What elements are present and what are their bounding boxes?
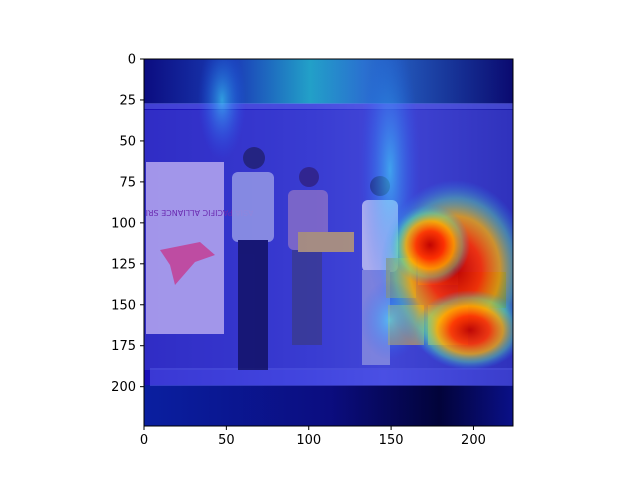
y-tick-label: 75 <box>119 175 136 190</box>
y-tick-label: 125 <box>111 257 136 272</box>
svg-text:ASIA PACIFIC ALLIANCE SRI LANK: ASIA PACIFIC ALLIANCE SRI LANKA <box>116 208 254 217</box>
x-tick-label: 100 <box>296 433 321 448</box>
y-tick-label: 50 <box>119 134 136 149</box>
y-tick-label: 0 <box>128 53 136 68</box>
x-tick-label: 200 <box>461 433 486 448</box>
activation-overlay <box>198 59 513 370</box>
y-tick-label: 200 <box>111 380 136 395</box>
y-tick-label: 100 <box>111 216 136 231</box>
x-tick-label: 0 <box>140 433 148 448</box>
scene-banner: ASIA PACIFIC ALLIANCE SRI LANKA <box>116 162 254 334</box>
y-tick-label: 25 <box>119 93 136 108</box>
x-tick-label: 50 <box>218 433 235 448</box>
y-axis: 0 25 50 75 100 125 150 175 200 <box>111 53 144 395</box>
x-tick-label: 150 <box>379 433 404 448</box>
plot-frame <box>143 58 514 427</box>
y-tick-label: 175 <box>111 339 136 354</box>
heatmap-image: ASIA PACIFIC ALLIANCE SRI LANKA <box>116 59 513 426</box>
y-tick-label: 150 <box>111 298 136 313</box>
x-axis: 0 50 100 150 200 <box>140 426 486 448</box>
